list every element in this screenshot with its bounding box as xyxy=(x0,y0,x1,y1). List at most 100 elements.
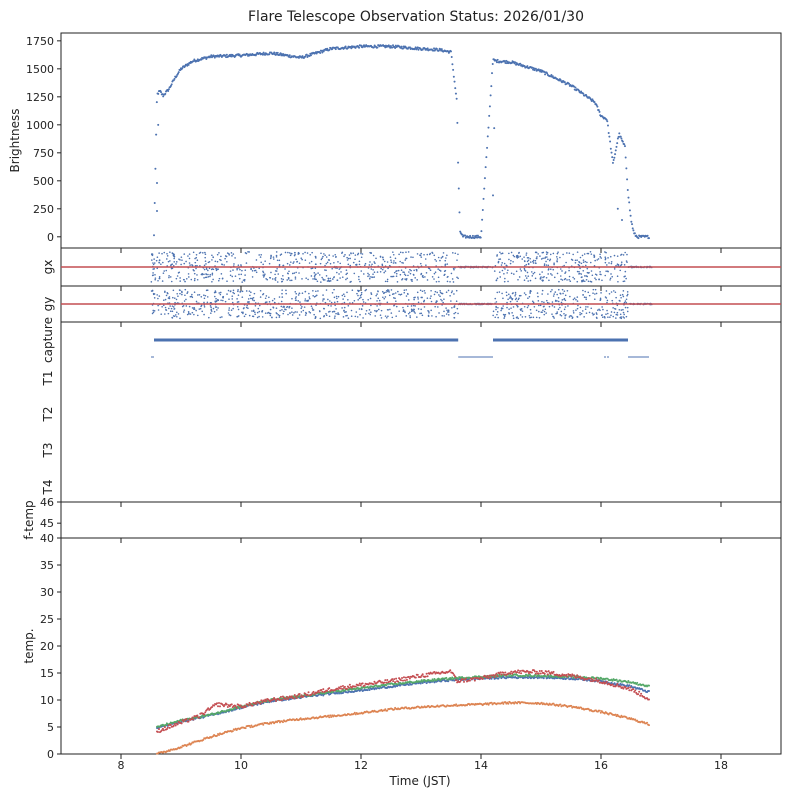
gy-point xyxy=(615,296,617,299)
gx-point xyxy=(224,257,226,260)
gx-point xyxy=(202,252,204,254)
gy-point xyxy=(387,290,389,293)
gx-point xyxy=(321,257,323,259)
gx-point xyxy=(203,268,206,271)
gy-point xyxy=(527,297,529,300)
gx-point xyxy=(325,275,328,277)
gy-point xyxy=(449,294,451,297)
temp-point xyxy=(354,685,357,688)
gy-point xyxy=(553,306,556,308)
gy-point xyxy=(335,295,338,298)
gx-point xyxy=(572,276,574,279)
gx-point xyxy=(356,253,359,256)
temp-point xyxy=(598,709,601,712)
gx-point xyxy=(259,256,262,258)
temp-point xyxy=(425,672,428,675)
gy-point xyxy=(346,291,348,294)
gx-point xyxy=(625,277,627,280)
gy-point xyxy=(259,289,262,292)
gx-point xyxy=(322,279,325,281)
gx-point xyxy=(294,278,297,280)
capture-category-T1: T1 xyxy=(41,371,55,387)
temp-point xyxy=(251,704,254,707)
gy-point xyxy=(313,313,315,316)
gy-point xyxy=(439,289,441,292)
gx-point xyxy=(220,255,222,258)
gx-point xyxy=(216,253,219,256)
gx-point xyxy=(501,252,504,255)
gy-point xyxy=(506,301,508,304)
gy-point xyxy=(297,317,299,320)
gx-point xyxy=(456,259,458,261)
gx-point xyxy=(508,252,510,255)
gx-point xyxy=(521,258,524,260)
gx-point xyxy=(446,254,448,257)
brightness-point xyxy=(153,201,156,204)
gx-point xyxy=(520,270,523,272)
temp-point xyxy=(275,699,278,702)
gx-point xyxy=(420,273,422,276)
gy-point xyxy=(341,307,343,309)
gx-point xyxy=(526,260,529,263)
gy-point xyxy=(417,298,419,300)
temp-point xyxy=(363,684,366,687)
temp-point xyxy=(586,679,589,682)
gx-point xyxy=(276,267,278,270)
temp-point xyxy=(373,680,376,683)
temp-point xyxy=(638,690,641,693)
gx-point xyxy=(290,252,293,255)
gx-point xyxy=(188,276,190,278)
gx-point xyxy=(590,270,593,272)
gy-point xyxy=(173,315,176,318)
gy-point xyxy=(335,308,337,310)
gy-point xyxy=(251,310,253,312)
gy-point xyxy=(357,299,359,301)
gx-point xyxy=(578,264,581,267)
gx-point xyxy=(515,254,518,257)
gy-point xyxy=(311,307,314,309)
gx-point xyxy=(451,278,454,280)
gy-point xyxy=(611,299,614,302)
brightness-point xyxy=(276,51,279,54)
gy-point xyxy=(605,313,607,316)
gy-point xyxy=(554,300,557,302)
gx-point xyxy=(211,259,213,261)
gy-point xyxy=(445,307,447,309)
temp-point xyxy=(399,684,402,687)
gx-point xyxy=(591,274,594,277)
gx-point xyxy=(495,279,498,281)
gx-point xyxy=(244,252,247,254)
temp-point xyxy=(590,678,593,681)
gx-point xyxy=(527,256,530,259)
gx-point xyxy=(241,281,244,283)
temp-point xyxy=(228,705,231,708)
gx-point xyxy=(569,280,572,283)
gx-point xyxy=(223,264,225,266)
gx-point xyxy=(534,277,537,280)
gy-point xyxy=(583,296,586,299)
gy-point xyxy=(410,310,413,313)
gy-point xyxy=(595,312,598,314)
gx-point xyxy=(194,264,197,267)
temp-point xyxy=(648,689,650,692)
gx-point xyxy=(610,260,613,263)
temp-series-orange xyxy=(156,700,650,755)
gx-point xyxy=(162,261,164,264)
gy-point xyxy=(530,312,532,315)
gx-point xyxy=(412,274,415,276)
brightness-point xyxy=(486,146,489,149)
gx-point xyxy=(561,270,563,272)
gy-point xyxy=(519,294,522,297)
temp-point xyxy=(646,697,649,700)
gx-point xyxy=(424,276,426,278)
gy-point xyxy=(203,306,206,308)
gy-point xyxy=(605,290,608,292)
gy-point xyxy=(301,292,304,295)
gy-point xyxy=(294,311,297,313)
gy-point xyxy=(337,295,340,298)
gy-point xyxy=(231,301,234,304)
gy-point xyxy=(579,306,582,309)
gy-point xyxy=(529,308,532,311)
temp-point xyxy=(530,671,533,674)
gx-point xyxy=(403,273,406,275)
